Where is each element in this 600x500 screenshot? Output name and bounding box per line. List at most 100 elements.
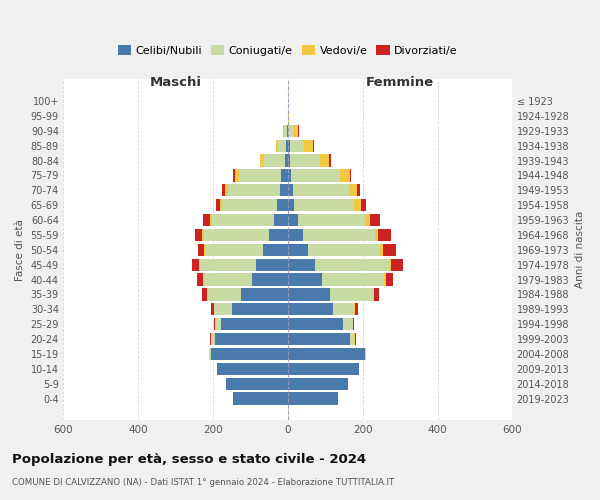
Bar (207, 288, 208, 300)
Bar (280, 184, 288, 196)
Bar (288, 184, 293, 196)
Bar (288, 154, 290, 166)
Bar (354, 333, 355, 345)
Bar (205, 244, 263, 256)
Bar (304, 140, 313, 152)
Bar (298, 124, 299, 137)
Bar (354, 303, 355, 316)
Bar (211, 348, 288, 360)
Bar (374, 229, 379, 241)
Bar (365, 348, 367, 360)
Bar (308, 244, 380, 256)
Bar (329, 288, 373, 300)
Bar (290, 154, 320, 166)
Bar (288, 274, 322, 285)
Bar (290, 140, 304, 152)
Bar (289, 124, 294, 137)
Bar (276, 140, 278, 152)
Bar (215, 318, 221, 330)
Bar (315, 258, 389, 271)
Bar (203, 229, 269, 241)
Bar (216, 199, 220, 211)
Bar (211, 333, 212, 345)
Bar (202, 288, 207, 300)
Bar (350, 170, 352, 181)
Y-axis label: Fasce di età: Fasce di età (15, 219, 25, 281)
Bar (374, 288, 379, 300)
Bar (343, 318, 353, 330)
Bar (288, 378, 347, 390)
Bar (225, 184, 228, 196)
Bar (288, 333, 350, 345)
Bar (232, 303, 288, 316)
Bar (210, 333, 211, 345)
Bar (357, 184, 360, 196)
Bar (197, 274, 203, 285)
Bar (226, 378, 288, 390)
Bar (340, 170, 350, 181)
Bar (288, 124, 289, 137)
Bar (322, 274, 384, 285)
Bar (355, 303, 358, 316)
Bar (380, 244, 383, 256)
Bar (264, 154, 285, 166)
Text: COMUNE DI CALVIZZANO (NA) - Dati ISTAT 1° gennaio 2024 - Elaborazione TUTTITALIA: COMUNE DI CALVIZZANO (NA) - Dati ISTAT 1… (12, 478, 394, 487)
Bar (222, 199, 277, 211)
Bar (277, 199, 288, 211)
Bar (199, 258, 200, 271)
Bar (389, 258, 391, 271)
Bar (233, 170, 235, 181)
Bar (241, 288, 288, 300)
Bar (288, 214, 298, 226)
Bar (350, 333, 354, 345)
Bar (263, 244, 288, 256)
Bar (294, 124, 298, 137)
Bar (211, 303, 214, 316)
Bar (286, 140, 288, 152)
Text: Femmine: Femmine (366, 76, 434, 89)
Bar (288, 140, 290, 152)
Bar (214, 318, 215, 330)
Bar (288, 244, 308, 256)
Bar (221, 318, 288, 330)
Bar (288, 303, 334, 316)
Bar (353, 318, 355, 330)
Bar (285, 154, 288, 166)
Bar (353, 199, 361, 211)
Bar (217, 362, 288, 375)
Bar (288, 229, 303, 241)
Bar (288, 362, 359, 375)
Bar (383, 244, 397, 256)
Bar (208, 288, 241, 300)
Bar (239, 170, 281, 181)
Bar (320, 154, 329, 166)
Y-axis label: Anni di nascita: Anni di nascita (575, 211, 585, 288)
Bar (284, 124, 287, 137)
Bar (204, 244, 205, 256)
Bar (192, 258, 199, 271)
Bar (203, 214, 210, 226)
Bar (288, 392, 338, 404)
Bar (370, 214, 380, 226)
Bar (203, 274, 252, 285)
Bar (197, 244, 204, 256)
Bar (202, 229, 203, 241)
Bar (293, 184, 349, 196)
Bar (274, 214, 288, 226)
Bar (256, 258, 288, 271)
Bar (329, 154, 331, 166)
Bar (386, 274, 394, 285)
Bar (384, 274, 386, 285)
Bar (288, 258, 315, 271)
Bar (355, 333, 356, 345)
Bar (214, 303, 232, 316)
Bar (288, 110, 289, 122)
Bar (235, 170, 239, 181)
Bar (210, 214, 212, 226)
Bar (233, 392, 288, 404)
Text: Popolazione per età, sesso e stato civile - 2024: Popolazione per età, sesso e stato civil… (12, 452, 366, 466)
Bar (391, 258, 403, 271)
Bar (288, 348, 365, 360)
Bar (298, 214, 365, 226)
Bar (228, 184, 280, 196)
